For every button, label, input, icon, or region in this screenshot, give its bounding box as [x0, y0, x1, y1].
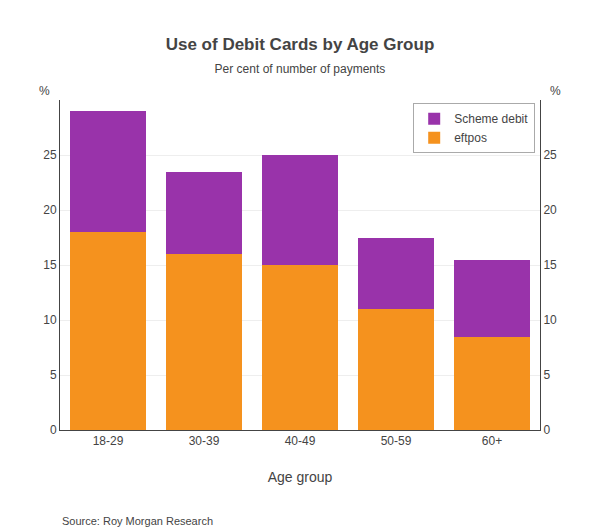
svg-text:60+: 60+ [482, 434, 502, 448]
svg-text:%: % [39, 84, 50, 98]
svg-text:40-49: 40-49 [285, 434, 316, 448]
svg-text:25: 25 [43, 148, 57, 162]
svg-text:Age group: Age group [268, 469, 333, 485]
svg-text:Use of Debit Cards by Age Grou: Use of Debit Cards by Age Group [166, 35, 435, 54]
svg-text:20: 20 [43, 203, 57, 217]
svg-text:5: 5 [50, 368, 57, 382]
svg-text:eftpos: eftpos [454, 131, 487, 145]
svg-text:15: 15 [543, 258, 557, 272]
svg-text:25: 25 [543, 148, 557, 162]
svg-text:0: 0 [543, 423, 550, 437]
svg-text:15: 15 [43, 258, 57, 272]
svg-text:18-29: 18-29 [93, 434, 124, 448]
svg-text:10: 10 [43, 313, 57, 327]
svg-text:Scheme debit: Scheme debit [454, 112, 528, 126]
svg-text:20: 20 [543, 203, 557, 217]
svg-text:30-39: 30-39 [189, 434, 220, 448]
svg-text:Per cent of number of payments: Per cent of number of payments [215, 62, 386, 76]
svg-text:%: % [550, 84, 561, 98]
svg-text:5: 5 [543, 368, 550, 382]
svg-text:Source: Roy Morgan Research: Source: Roy Morgan Research [62, 515, 213, 527]
svg-text:0: 0 [50, 423, 57, 437]
svg-text:50-59: 50-59 [381, 434, 412, 448]
svg-text:10: 10 [543, 313, 557, 327]
